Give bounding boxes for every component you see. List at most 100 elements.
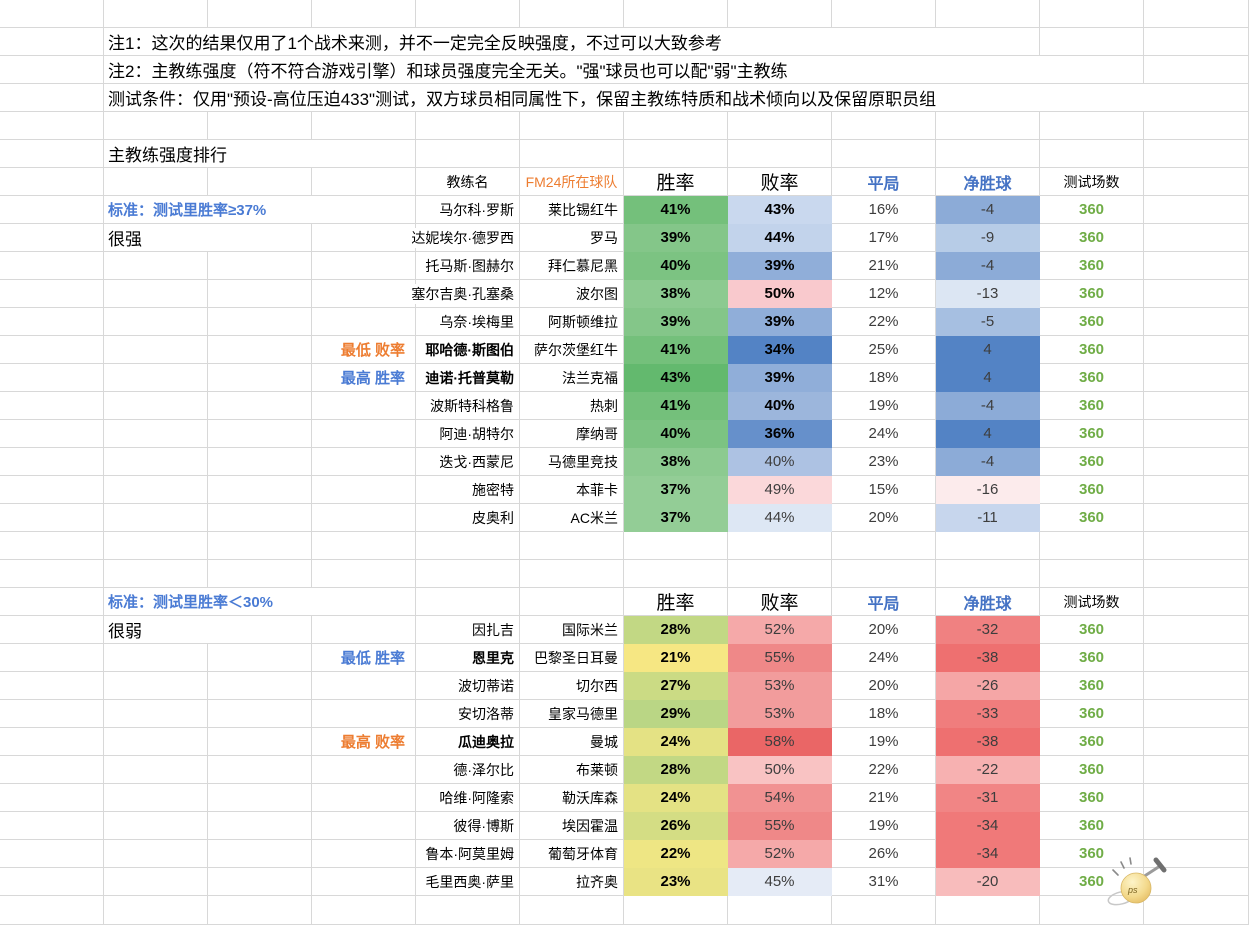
note-line-1[interactable]: 注1：这次的结果仅用了1个战术来测，并不一定完全反映强度，不过可以大致参考 [104,28,936,55]
cell-test-games[interactable]: 360 [1040,336,1144,364]
cell-goal-diff[interactable]: -31 [936,784,1040,812]
cell-team[interactable]: 法兰克福 [520,364,624,392]
cell-goal-diff[interactable]: 4 [936,364,1040,392]
cell-win-rate[interactable]: 39% [624,224,728,252]
cell-coach[interactable]: 马尔科·罗斯 [416,196,520,224]
cell-team[interactable]: 拉齐奥 [520,868,624,896]
cell-loss-rate[interactable]: 34% [728,336,832,364]
cell-draw-rate[interactable]: 15% [832,476,936,504]
cell-goal-diff[interactable]: -11 [936,504,1040,532]
cell-draw-rate[interactable]: 23% [832,448,936,476]
cell-coach[interactable]: 达妮埃尔·德罗西 [409,224,520,252]
note-line-conditions[interactable]: 测试条件：仅用"预设-高位压迫433"测试，双方球员相同属性下，保留主教练特质和… [104,84,1144,111]
cell-coach[interactable]: 耶哈德·斯图伯 [416,336,520,364]
header-draw-rate[interactable]: 平局 [832,168,936,196]
cell-team[interactable]: 萨尔茨堡红牛 [520,336,624,364]
cell-draw-rate[interactable]: 22% [832,308,936,336]
cell-win-rate[interactable]: 22% [624,840,728,868]
cell-team[interactable]: 国际米兰 [520,616,624,644]
cell-loss-rate[interactable]: 40% [728,392,832,420]
cell-coach[interactable]: 皮奥利 [416,504,520,532]
cell-draw-rate[interactable]: 22% [832,756,936,784]
cell-goal-diff[interactable]: -26 [936,672,1040,700]
group-label-strong[interactable]: 很强 [104,224,208,251]
cell-loss-rate[interactable]: 55% [728,644,832,672]
cell-loss-rate[interactable]: 39% [728,364,832,392]
cell-team[interactable]: 波尔图 [520,280,624,308]
criteria-label-strong[interactable]: 标准：测试里胜率≥37% [104,196,312,223]
header-win-rate[interactable]: 胜率 [624,168,728,196]
cell-win-rate[interactable]: 40% [624,420,728,448]
row-tag[interactable]: 最高 败率 [312,728,416,756]
cell-test-games[interactable]: 360 [1040,476,1144,504]
row-tag[interactable]: 最低 胜率 [312,644,416,672]
cell-team[interactable]: 莱比锡红牛 [520,196,624,224]
header-loss-rate[interactable]: 败率 [728,588,832,616]
cell-test-games[interactable]: 360 [1040,784,1144,812]
cell-draw-rate[interactable]: 31% [832,868,936,896]
cell-team[interactable]: 切尔西 [520,672,624,700]
cell-team[interactable]: 曼城 [520,728,624,756]
cell-coach[interactable]: 迪诺·托普莫勒 [416,364,520,392]
cell-loss-rate[interactable]: 36% [728,420,832,448]
cell-loss-rate[interactable]: 43% [728,196,832,224]
cell-test-games[interactable]: 360 [1040,364,1144,392]
cell-win-rate[interactable]: 29% [624,700,728,728]
cell-coach[interactable]: 恩里克 [416,644,520,672]
header-goal-diff[interactable]: 净胜球 [936,588,1040,616]
cell-win-rate[interactable]: 40% [624,252,728,280]
header-win-rate[interactable]: 胜率 [624,588,728,616]
cell-coach[interactable]: 瓜迪奥拉 [416,728,520,756]
cell-draw-rate[interactable]: 12% [832,280,936,308]
cell-team[interactable]: 摩纳哥 [520,420,624,448]
header-test-games[interactable]: 测试场数 [1040,588,1144,616]
cell-win-rate[interactable]: 38% [624,448,728,476]
header-coach-name[interactable]: 教练名 [416,168,520,196]
cell-goal-diff[interactable]: -38 [936,728,1040,756]
group-label-weak[interactable]: 很弱 [104,616,208,643]
cell-test-games[interactable]: 360 [1040,308,1144,336]
cell-loss-rate[interactable]: 54% [728,784,832,812]
cell-goal-diff[interactable]: -9 [936,224,1040,252]
cell-coach[interactable]: 乌奈·埃梅里 [416,308,520,336]
cell-team[interactable]: 阿斯顿维拉 [520,308,624,336]
cell-loss-rate[interactable]: 58% [728,728,832,756]
cell-win-rate[interactable]: 27% [624,672,728,700]
cell-coach[interactable]: 迭戈·西蒙尼 [416,448,520,476]
cell-test-games[interactable]: 360 [1040,448,1144,476]
cell-goal-diff[interactable]: -34 [936,840,1040,868]
cell-win-rate[interactable]: 39% [624,308,728,336]
cell-draw-rate[interactable]: 19% [832,392,936,420]
cell-coach[interactable]: 波切蒂诺 [416,672,520,700]
cell-loss-rate[interactable]: 52% [728,616,832,644]
cell-loss-rate[interactable]: 49% [728,476,832,504]
cell-goal-diff[interactable]: 4 [936,336,1040,364]
cell-loss-rate[interactable]: 39% [728,308,832,336]
cell-coach[interactable]: 毛里西奥·萨里 [416,868,520,896]
cell-loss-rate[interactable]: 40% [728,448,832,476]
cell-win-rate[interactable]: 24% [624,784,728,812]
note-line-2[interactable]: 注2：主教练强度（符不符合游戏引擎）和球员强度完全无关。"强"球员也可以配"弱"… [104,56,1040,83]
cell-goal-diff[interactable]: -4 [936,196,1040,224]
cell-goal-diff[interactable]: -5 [936,308,1040,336]
cell-test-games[interactable]: 360 [1040,812,1144,840]
cell-test-games[interactable]: 360 [1040,672,1144,700]
cell-win-rate[interactable]: 38% [624,280,728,308]
cell-coach[interactable]: 德·泽尔比 [416,756,520,784]
cell-goal-diff[interactable]: -20 [936,868,1040,896]
cell-coach[interactable]: 波斯特科格鲁 [416,392,520,420]
header-fm24-team[interactable]: FM24所在球队 [520,168,624,196]
cell-coach[interactable]: 鲁本·阿莫里姆 [416,840,520,868]
cell-loss-rate[interactable]: 50% [728,280,832,308]
cell-coach[interactable]: 因扎吉 [416,616,520,644]
cell-loss-rate[interactable]: 45% [728,868,832,896]
cell-goal-diff[interactable]: 4 [936,420,1040,448]
cell-win-rate[interactable]: 23% [624,868,728,896]
header-goal-diff[interactable]: 净胜球 [936,168,1040,196]
cell-draw-rate[interactable]: 18% [832,700,936,728]
cell-win-rate[interactable]: 41% [624,336,728,364]
cell-coach[interactable]: 托马斯·图赫尔 [416,252,520,280]
cell-coach[interactable]: 彼得·博斯 [416,812,520,840]
cell-team[interactable]: 葡萄牙体育 [520,840,624,868]
cell-test-games[interactable]: 360 [1040,840,1144,868]
